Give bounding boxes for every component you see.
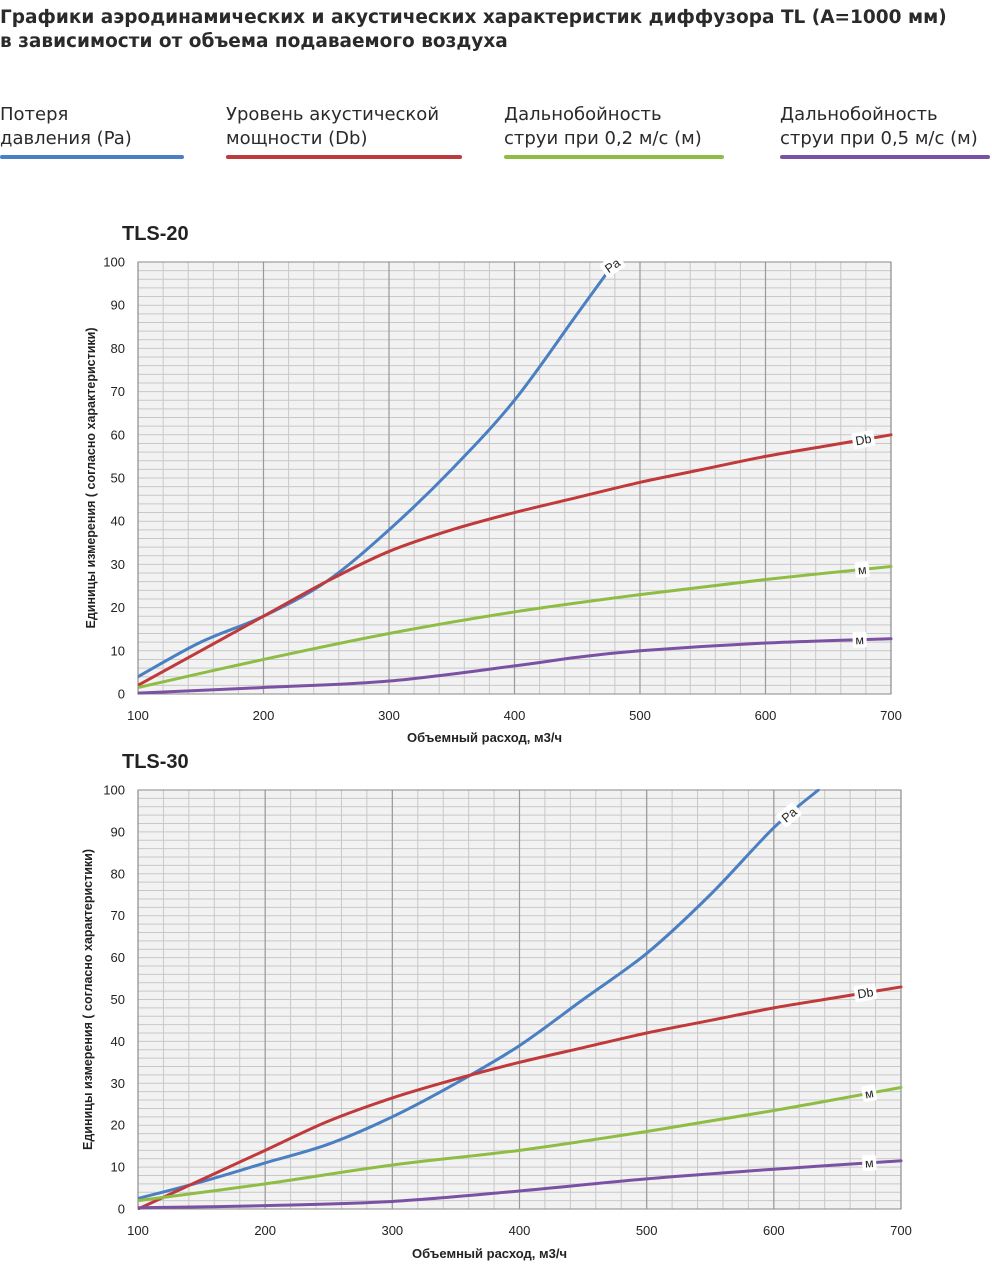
y-tick-label: 60 xyxy=(111,950,125,965)
x-tick-label: 100 xyxy=(127,1223,149,1238)
series-label-text: м xyxy=(864,1156,873,1171)
y-tick-label: 20 xyxy=(111,600,125,615)
series-inline-label: м xyxy=(854,561,870,579)
legend-item-pressure: Потеря давления (Pa) xyxy=(0,103,184,159)
page-title-line2: в зависимости от объема подаваемого возд… xyxy=(0,31,508,52)
legend-label-line1: Потеря xyxy=(0,104,69,125)
series-label-bg xyxy=(854,561,870,579)
x-tick-label: 200 xyxy=(253,708,275,723)
x-tick-label: 300 xyxy=(381,1223,403,1238)
series-label-text: м xyxy=(857,563,867,578)
x-tick-label: 300 xyxy=(378,708,400,723)
series-label-bg xyxy=(851,430,876,449)
series-inline-label: м xyxy=(861,1084,878,1103)
legend-item-throw-05: Дальнобойность струи при 0,5 м/с (м) xyxy=(780,103,990,159)
series-label-text: Db xyxy=(854,432,872,449)
series-label-bg xyxy=(861,1154,877,1172)
legend-swatch xyxy=(504,155,724,159)
chart-tls20: 100 200 300 400 500 600 700 0 10 20 30 40 50 60 70 80 90… xyxy=(84,253,902,745)
x-tick-label: 600 xyxy=(755,708,777,723)
y-tick-label: 0 xyxy=(118,1202,125,1217)
series-label-bg xyxy=(852,631,867,648)
series-label-bg xyxy=(599,253,626,278)
x-axis-title: Объемный расход, м3/ч xyxy=(412,1246,567,1261)
series-label-bg xyxy=(776,802,802,828)
x-tick-label: 600 xyxy=(763,1223,785,1238)
series-label-text: м xyxy=(864,1086,875,1101)
y-axis-title: Единицы измерения ( согласно характерист… xyxy=(84,327,98,628)
series-line xyxy=(138,637,893,695)
legend-label-line1: Дальнобойность xyxy=(504,104,662,125)
x-tick-label: 700 xyxy=(880,708,902,723)
chart-tls30: 100 200 300 400 500 600 700 0 10 20 30 40 50 60 70 80 90… xyxy=(81,783,912,1262)
y-axis-title: Единицы измерения ( согласно характерист… xyxy=(81,849,95,1150)
y-tick-label: 0 xyxy=(118,687,125,702)
chart-title-tls20: TLS-20 xyxy=(122,223,189,245)
y-tick-label: 20 xyxy=(111,1118,125,1133)
series-line xyxy=(138,1085,903,1203)
y-tick-label: 10 xyxy=(111,1160,125,1175)
chart-title-tls30: TLS-30 xyxy=(122,751,189,773)
x-tick-label: 100 xyxy=(127,708,149,723)
y-tick-label: 70 xyxy=(111,908,125,923)
y-tick-label: 40 xyxy=(111,1034,125,1049)
y-tick-label: 90 xyxy=(111,824,125,839)
series-label-text: м xyxy=(855,633,864,647)
series-line xyxy=(138,789,820,1201)
x-axis-title: Объемный расход, м3/ч xyxy=(407,730,562,745)
y-tick-label: 60 xyxy=(111,427,125,442)
series-inline-label: Pa xyxy=(599,253,626,278)
x-tick-label: 200 xyxy=(254,1223,276,1238)
x-tick-label: 500 xyxy=(636,1223,658,1238)
legend-swatch xyxy=(780,155,990,159)
x-tick-label: 700 xyxy=(890,1223,912,1238)
series-label-text: Db xyxy=(856,985,874,1001)
y-tick-label: 50 xyxy=(111,992,125,1007)
x-tick-label: 400 xyxy=(509,1223,531,1238)
y-tick-label: 90 xyxy=(111,298,125,313)
y-tick-label: 80 xyxy=(111,866,125,881)
series-inline-label: Db xyxy=(853,983,878,1003)
page-title: Графики аэродинамических и акустических … xyxy=(0,6,992,54)
y-tick-label: 30 xyxy=(111,557,125,572)
page-title-line1: Графики аэродинамических и акустических … xyxy=(0,7,947,28)
legend-label-line1: Уровень акустической xyxy=(226,104,440,125)
legend-label-line2: мощности (Db) xyxy=(226,128,368,149)
y-tick-label: 50 xyxy=(111,471,125,486)
series-line xyxy=(138,565,893,690)
series-label-bg xyxy=(853,983,878,1003)
series-inline-label: Pa xyxy=(776,802,802,828)
legend-label-line1: Дальнобойность xyxy=(780,104,938,125)
y-tick-label: 70 xyxy=(111,384,125,399)
legend-label-line2: давления (Pa) xyxy=(0,128,132,149)
y-tick-label: 100 xyxy=(103,783,125,798)
series-inline-label: м xyxy=(852,631,867,648)
legend-swatch xyxy=(0,155,184,159)
legend-swatch xyxy=(226,155,462,159)
y-tick-label: 80 xyxy=(111,341,125,356)
legend-label-line2: струи при 0,5 м/с (м) xyxy=(780,128,978,149)
series-line xyxy=(138,433,893,687)
y-tick-label: 40 xyxy=(111,514,125,529)
series-line xyxy=(138,1159,903,1210)
plot-border xyxy=(137,789,902,1210)
series-line xyxy=(138,261,617,679)
legend-label-line2: струи при 0,2 м/с (м) xyxy=(504,128,702,149)
series-label-bg xyxy=(861,1084,878,1103)
y-tick-label: 30 xyxy=(111,1076,125,1091)
series-inline-label: Db xyxy=(851,430,876,449)
y-tick-label: 10 xyxy=(111,643,125,658)
x-tick-label: 500 xyxy=(629,708,651,723)
series-inline-label: м xyxy=(861,1154,877,1172)
y-tick-label: 100 xyxy=(103,255,125,270)
x-tick-label: 400 xyxy=(504,708,526,723)
legend-item-throw-02: Дальнобойность струи при 0,2 м/с (м) xyxy=(504,103,724,159)
legend-item-acoustic: Уровень акустической мощности (Db) xyxy=(226,103,462,159)
series-line xyxy=(138,985,903,1210)
plot-border xyxy=(137,261,892,695)
